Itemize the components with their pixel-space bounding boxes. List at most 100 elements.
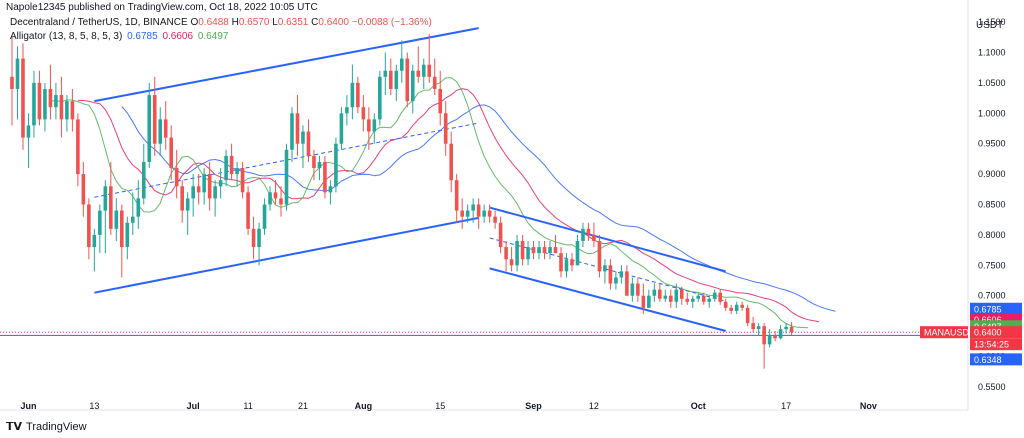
candle-body[interactable] bbox=[163, 119, 168, 138]
candle-body[interactable] bbox=[312, 155, 316, 169]
descending-upper-line[interactable] bbox=[489, 206, 726, 273]
candle-body[interactable] bbox=[625, 271, 629, 296]
candle-body[interactable] bbox=[493, 216, 497, 223]
candle-body[interactable] bbox=[669, 295, 673, 302]
candle-body[interactable] bbox=[778, 329, 783, 339]
candle-body[interactable] bbox=[174, 168, 179, 187]
candle-body[interactable] bbox=[202, 174, 206, 193]
candle-body[interactable] bbox=[21, 58, 25, 138]
candle-body[interactable] bbox=[679, 289, 684, 299]
candle-body[interactable] bbox=[767, 335, 772, 345]
candle-body[interactable] bbox=[789, 326, 794, 333]
candle-body[interactable] bbox=[317, 161, 322, 169]
candle-body[interactable] bbox=[410, 70, 415, 102]
candle-body[interactable] bbox=[224, 155, 228, 181]
candle-body[interactable] bbox=[432, 76, 437, 89]
candle-body[interactable] bbox=[745, 307, 750, 324]
candle-body[interactable] bbox=[427, 64, 432, 77]
candle-body[interactable] bbox=[213, 186, 217, 199]
candle-body[interactable] bbox=[548, 247, 552, 254]
candle-body[interactable] bbox=[356, 82, 360, 108]
candle-body[interactable] bbox=[37, 82, 42, 120]
candle-body[interactable] bbox=[476, 204, 481, 217]
candle-body[interactable] bbox=[180, 186, 184, 211]
candle-body[interactable] bbox=[114, 210, 119, 229]
candle-body[interactable] bbox=[498, 222, 503, 248]
candle-body[interactable] bbox=[559, 253, 563, 272]
candle-body[interactable] bbox=[614, 277, 618, 284]
candle-body[interactable] bbox=[734, 304, 739, 311]
candle-body[interactable] bbox=[350, 82, 355, 108]
candle-body[interactable] bbox=[399, 58, 404, 71]
candle-body[interactable] bbox=[762, 326, 766, 345]
candle-body[interactable] bbox=[48, 88, 53, 108]
candle-body[interactable] bbox=[674, 289, 679, 302]
candle-body[interactable] bbox=[15, 58, 20, 89]
candle-body[interactable] bbox=[323, 161, 327, 193]
candle-body[interactable] bbox=[120, 210, 124, 248]
candle-body[interactable] bbox=[443, 113, 448, 144]
candle-body[interactable] bbox=[603, 265, 607, 272]
candle-body[interactable] bbox=[394, 70, 399, 89]
candle-body[interactable] bbox=[756, 326, 761, 330]
candle-body[interactable] bbox=[262, 204, 267, 229]
candle-body[interactable] bbox=[729, 307, 733, 311]
candle-body[interactable] bbox=[531, 247, 536, 254]
candle-body[interactable] bbox=[125, 222, 130, 248]
candle-body[interactable] bbox=[339, 113, 344, 144]
candle-body[interactable] bbox=[707, 298, 712, 302]
candle-body[interactable] bbox=[383, 70, 388, 77]
candle-body[interactable] bbox=[109, 186, 113, 229]
candle-body[interactable] bbox=[229, 155, 234, 175]
candle-body[interactable] bbox=[54, 95, 58, 108]
candle-body[interactable] bbox=[207, 174, 212, 199]
candle-body[interactable] bbox=[389, 70, 393, 89]
candle-body[interactable] bbox=[597, 240, 602, 272]
candle-body[interactable] bbox=[257, 228, 261, 248]
descending-mid-line[interactable] bbox=[489, 237, 726, 302]
candle-body[interactable] bbox=[696, 295, 701, 299]
channel-upper-line[interactable] bbox=[94, 27, 479, 103]
candle-body[interactable] bbox=[487, 210, 492, 217]
candle-body[interactable] bbox=[630, 283, 635, 296]
candle-body[interactable] bbox=[570, 259, 574, 266]
candle-body[interactable] bbox=[740, 304, 744, 308]
candle-body[interactable] bbox=[268, 192, 272, 205]
candle-body[interactable] bbox=[553, 247, 558, 254]
candle-body[interactable] bbox=[196, 186, 201, 193]
candle-body[interactable] bbox=[158, 119, 163, 144]
candle-body[interactable] bbox=[652, 289, 657, 296]
candle-body[interactable] bbox=[235, 168, 239, 175]
candle-body[interactable] bbox=[367, 119, 371, 132]
candle-body[interactable] bbox=[76, 119, 80, 175]
candle-body[interactable] bbox=[191, 186, 195, 199]
candle-body[interactable] bbox=[240, 168, 245, 193]
candle-body[interactable] bbox=[465, 210, 470, 217]
candle-body[interactable] bbox=[306, 131, 311, 156]
candle-body[interactable] bbox=[130, 216, 135, 223]
indicator-legend[interactable]: Alligator (13, 8, 5, 8, 5, 3) 0.6785 0.6… bbox=[10, 31, 228, 42]
candle-body[interactable] bbox=[564, 259, 569, 272]
candle-body[interactable] bbox=[421, 64, 426, 77]
candle-body[interactable] bbox=[43, 88, 47, 120]
candle-body[interactable] bbox=[438, 88, 443, 114]
candle-body[interactable] bbox=[70, 101, 75, 120]
candle-body[interactable] bbox=[185, 198, 190, 211]
candle-body[interactable] bbox=[81, 174, 86, 205]
candle-body[interactable] bbox=[690, 298, 695, 302]
candle-body[interactable] bbox=[32, 82, 36, 126]
candle-body[interactable] bbox=[92, 234, 97, 248]
candle-body[interactable] bbox=[361, 107, 366, 120]
candle-body[interactable] bbox=[65, 101, 69, 120]
candle-body[interactable] bbox=[751, 323, 755, 330]
candle-body[interactable] bbox=[218, 180, 223, 187]
candle-body[interactable] bbox=[542, 247, 547, 254]
candle-body[interactable] bbox=[460, 210, 464, 217]
candle-body[interactable] bbox=[454, 180, 459, 211]
candle-body[interactable] bbox=[169, 137, 174, 169]
candle-body[interactable] bbox=[784, 326, 788, 330]
candle-body[interactable] bbox=[449, 143, 453, 181]
candle-body[interactable] bbox=[701, 295, 706, 302]
candle-body[interactable] bbox=[482, 210, 486, 217]
